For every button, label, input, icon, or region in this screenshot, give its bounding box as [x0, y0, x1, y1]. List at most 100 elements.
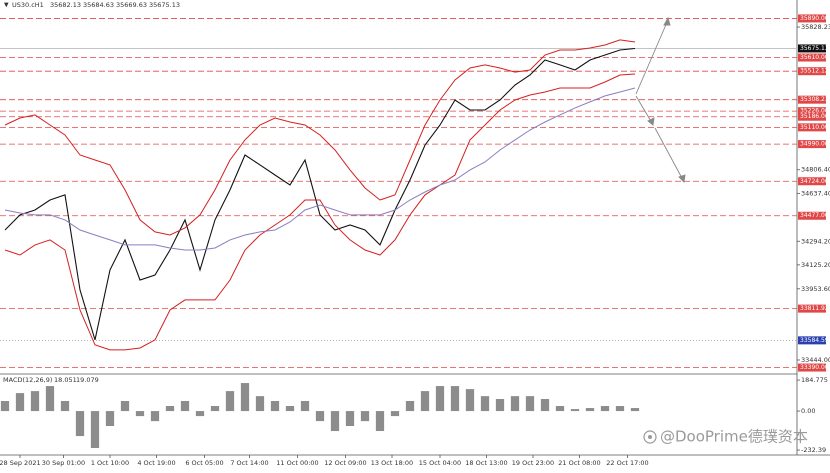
indicator-line — [4, 87, 636, 251]
ohlc-close: 35675.13 — [149, 1, 180, 9]
level-label: 35226.00 — [800, 108, 829, 115]
level-label-box — [798, 67, 826, 76]
macd-bar — [60, 400, 70, 412]
macd-tick-label: 0.00 — [801, 407, 815, 415]
x-tick-label: 18 Oct 13:00 — [465, 459, 507, 467]
macd-bar — [615, 406, 625, 412]
y-tick-label: 35828.23 — [801, 23, 830, 31]
arrow — [635, 95, 653, 124]
level-label: 35890.00 — [800, 15, 829, 22]
y-tick-label: 34294.20 — [801, 237, 830, 245]
arrow — [635, 19, 669, 95]
macd-bar — [375, 411, 385, 432]
last-price-label-box — [798, 44, 826, 53]
indicator-line — [4, 39, 636, 236]
macd-bar — [420, 391, 430, 412]
y-tick-label: 34637.40 — [801, 189, 830, 197]
level-label: 34990.00 — [800, 141, 829, 148]
y-tick-label: 34806.40 — [801, 166, 830, 174]
watermark-logo — [643, 430, 657, 444]
x-tick-label: 21 Oct 08:00 — [558, 459, 600, 467]
macd-bar — [525, 396, 535, 412]
support-label-box — [798, 336, 826, 345]
level-label-box — [798, 123, 826, 132]
indicator-line — [4, 73, 636, 351]
macd-bar — [240, 383, 250, 412]
x-tick-label: 6 Oct 05:00 — [185, 459, 223, 467]
macd-bar — [585, 408, 595, 412]
x-tick-label: 28 Sep 2021 — [0, 459, 41, 467]
plot-area: 35828.23 34806.40 34637.40 34294.20 34125.20… — [0, 14, 830, 467]
level-label-box — [798, 107, 826, 116]
level-label: 35610.00 — [800, 54, 829, 61]
macd-bar — [180, 400, 190, 412]
level-label-box — [798, 363, 826, 372]
logo-dot — [648, 435, 652, 439]
x-tick-label: 7 Oct 14:00 — [230, 459, 268, 467]
macd-tick-label: 184.775 — [801, 376, 828, 384]
arrow — [654, 127, 684, 181]
level-label: 34724.00 — [800, 178, 829, 185]
y-tick-label: 33444.00 — [801, 356, 830, 364]
arrow-head — [647, 117, 655, 126]
level-label-box — [798, 95, 826, 104]
level-label-box — [798, 211, 826, 220]
x-tick-label: 19 Oct 23:00 — [512, 459, 554, 467]
macd-bar — [630, 408, 640, 412]
symbol-title: US30.cH1 — [12, 1, 44, 9]
macd-bar — [300, 400, 310, 412]
macd-signal: 19.079 — [76, 376, 99, 384]
x-tick-label: 15 Oct 04:00 — [419, 459, 461, 467]
x-tick-label: 1 Oct 10:00 — [91, 459, 129, 467]
macd-title: MACD(12,26,9) — [3, 376, 52, 384]
level-label: 35512.12 — [800, 68, 829, 75]
macd-bar — [405, 400, 415, 412]
macd-bar — [540, 398, 550, 412]
level-label: 33811.92 — [800, 305, 829, 312]
x-tick-label: 13 Oct 18:00 — [371, 459, 413, 467]
ohlc-low: 35669.63 — [116, 1, 147, 9]
macd-bar — [285, 406, 295, 412]
level-label: 35110.00 — [800, 124, 829, 131]
macd-bar — [480, 396, 490, 412]
macd-bar — [600, 406, 610, 412]
watermark: @DooPrime德璞资本 — [660, 428, 808, 446]
macd-bar — [75, 411, 85, 437]
x-tick-label: 4 Oct 19:00 — [137, 459, 175, 467]
macd-tick-label: -232.39 — [801, 446, 826, 454]
macd-bar — [555, 406, 565, 412]
ohlc-high: 35684.63 — [83, 1, 114, 9]
x-tick-label: 30 Sep 01:00 — [42, 459, 85, 467]
menu-triangle[interactable]: ▼ — [4, 2, 9, 9]
macd-bar — [315, 411, 325, 422]
macd-bar — [90, 411, 100, 448]
macd-bar — [210, 406, 220, 412]
macd-bar — [165, 406, 175, 412]
macd-bar — [330, 411, 340, 432]
ohlc-open: 35682.13 — [50, 1, 81, 9]
macd-bar — [105, 411, 115, 426]
macd-bar — [510, 396, 520, 412]
level-label-box — [798, 14, 826, 23]
x-tick-label: 11 Oct 00:00 — [276, 459, 318, 467]
level-label-box — [798, 112, 826, 121]
x-tick-label: 22 Oct 17:00 — [606, 459, 648, 467]
level-label: 34477.00 — [800, 212, 829, 219]
macd-bar — [570, 409, 580, 412]
level-label: 35308.23 — [800, 96, 829, 103]
support-label: 33584.59 — [800, 337, 829, 344]
macd-bar — [255, 396, 265, 412]
level-label: 33390.00 — [800, 364, 829, 371]
macd-bar — [465, 389, 475, 412]
macd-bar — [345, 411, 355, 426]
macd-bar — [0, 400, 10, 412]
macd-bar — [120, 400, 130, 412]
macd-bar — [150, 411, 160, 422]
x-tick-label: 12 Oct 09:00 — [324, 459, 366, 467]
logo-ring — [643, 430, 657, 444]
level-label: 35186.00 — [800, 113, 829, 120]
macd-bar — [360, 411, 370, 422]
macd-bar — [135, 411, 145, 417]
last-price-label: 35675.13 — [800, 45, 829, 52]
